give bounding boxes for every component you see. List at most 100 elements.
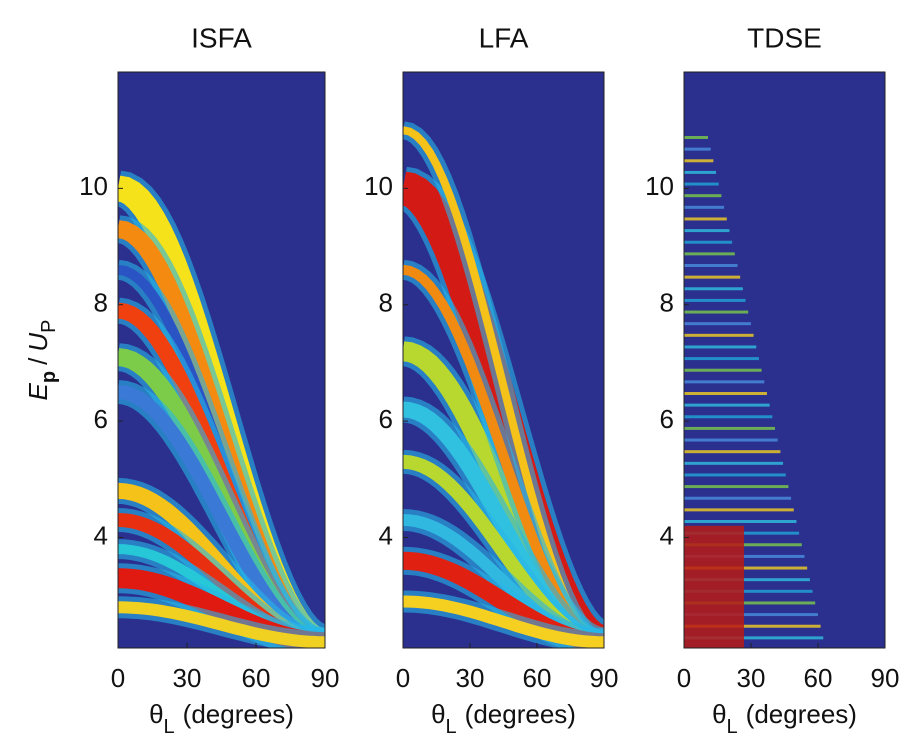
- plot-frame: [117, 71, 326, 649]
- heatmap-stripe: [684, 205, 725, 209]
- heatmap-stripe: [684, 229, 730, 233]
- label-part: θ: [149, 699, 163, 729]
- x-tick-label: 0: [677, 663, 691, 693]
- heatmap-stripe: [684, 136, 709, 139]
- heatmap-stripe: [684, 322, 751, 326]
- y-tick-label: 6: [660, 404, 674, 434]
- x-tick-label: 90: [311, 663, 340, 693]
- heatmap-stripe: [684, 461, 784, 465]
- label-part: θ: [712, 699, 726, 729]
- heatmap-stripe: [684, 252, 735, 256]
- y-tick-label: 4: [379, 520, 393, 550]
- heatmap-stripe: [684, 357, 759, 361]
- x-tick-label: 30: [456, 663, 485, 693]
- heatmap-stripe: [684, 426, 776, 430]
- heatmap-band: [403, 595, 604, 648]
- heatmap: [403, 121, 604, 648]
- x-tick-label: 60: [523, 663, 552, 693]
- heatmap-stripe: [684, 170, 717, 174]
- heatmap-stripe: [684, 438, 778, 442]
- heatmap: [118, 170, 325, 648]
- plot-frame: [683, 71, 886, 649]
- y-tick-label: 8: [660, 288, 674, 318]
- y-tick-label: 8: [94, 288, 108, 318]
- heatmap-stripe: [684, 310, 749, 314]
- heatmap-stripe: [684, 566, 808, 570]
- label-part: P: [38, 320, 60, 333]
- plot-frame: [402, 71, 605, 649]
- y-tick-label: 10: [645, 171, 674, 201]
- heatmap-stripe: [684, 520, 797, 523]
- label-part: L: [164, 716, 175, 738]
- heatmap-stripe: [684, 636, 824, 640]
- heatmap-spot: [684, 525, 744, 648]
- x-tick-label: 0: [111, 663, 125, 693]
- label-part: (degrees): [465, 699, 576, 729]
- heatmap-stripe: [684, 287, 743, 291]
- heatmap-stripe: [684, 147, 711, 151]
- heatmap-stripe: [684, 182, 719, 186]
- y-tick-label: 8: [379, 288, 393, 318]
- x-axis-label: θL (degrees): [149, 699, 294, 738]
- heatmap-stripe: [684, 275, 741, 279]
- heatmap-stripe: [684, 415, 773, 419]
- y-tick-label: 10: [79, 171, 108, 201]
- heatmap-stripe: [684, 333, 754, 337]
- heatmap-stripe: [684, 368, 762, 372]
- label-part: U: [23, 333, 53, 352]
- panel: LFA 4 6 8 10 0 30 60 90 θL (degrees): [364, 22, 618, 738]
- heatmap-stripe: [684, 613, 818, 617]
- x-tick-label: 60: [804, 663, 833, 693]
- heatmap-stripe: [684, 194, 722, 198]
- heatmap-stripe: [684, 589, 813, 593]
- x-axis-label: θL (degrees): [712, 699, 857, 738]
- heatmap-stripe: [684, 159, 714, 163]
- heatmap-stripe: [684, 403, 770, 407]
- heatmap-stripe: [684, 217, 727, 221]
- y-tick-label: 4: [660, 520, 674, 550]
- heatmap-stripe: [684, 264, 738, 267]
- y-tick-label: 10: [364, 171, 393, 201]
- y-tick-label: 6: [379, 404, 393, 434]
- x-tick-label: 0: [396, 663, 410, 693]
- label-part: θ: [431, 699, 445, 729]
- y-axis-label: Ep / UP: [23, 320, 60, 401]
- label-part: (degrees): [746, 699, 857, 729]
- heatmap-stripe: [684, 508, 794, 512]
- label-part: /: [23, 357, 53, 365]
- heatmap-stripe: [684, 345, 757, 349]
- heatmap-stripe: [684, 485, 789, 489]
- heatmap-stripe: [684, 298, 746, 302]
- panel-title: LFA: [479, 22, 529, 53]
- panel: TDSE 4 6 8 10 0 30 60 90 θL (degrees): [645, 22, 899, 738]
- label-part: E: [23, 382, 53, 400]
- heatmap-stripe: [684, 380, 765, 384]
- heatmap-stripe: [684, 240, 733, 244]
- x-tick-label: 30: [173, 663, 202, 693]
- x-tick-label: 90: [590, 663, 619, 693]
- x-tick-label: 60: [242, 663, 271, 693]
- heatmap-stripe: [684, 554, 805, 558]
- x-tick-label: 90: [871, 663, 900, 693]
- label-part: L: [727, 716, 738, 738]
- x-tick-label: 30: [737, 663, 766, 693]
- heatmap-stripe: [684, 496, 792, 500]
- heatmap-stripe: [684, 392, 767, 395]
- heatmap-band: [118, 601, 325, 648]
- label-part: p: [38, 371, 60, 383]
- x-axis-label: θL (degrees): [431, 699, 576, 738]
- heatmap-stripe: [684, 624, 821, 628]
- label-part: (degrees): [183, 699, 294, 729]
- panel-title: ISFA: [191, 22, 252, 53]
- heatmap-stripe: [684, 450, 781, 454]
- heatmap: [684, 136, 824, 648]
- label-part: L: [446, 716, 457, 738]
- y-tick-label: 6: [94, 404, 108, 434]
- y-tick-label: 4: [94, 520, 108, 550]
- heatmap-stripe: [684, 601, 816, 605]
- heatmap-stripe: [684, 578, 810, 582]
- heatmap-stripe: [684, 473, 786, 477]
- panel: ISFA 4 6 8 10 0 30 60 90 θL (degrees) Ep / UP: [23, 22, 340, 738]
- panel-title: TDSE: [747, 22, 822, 53]
